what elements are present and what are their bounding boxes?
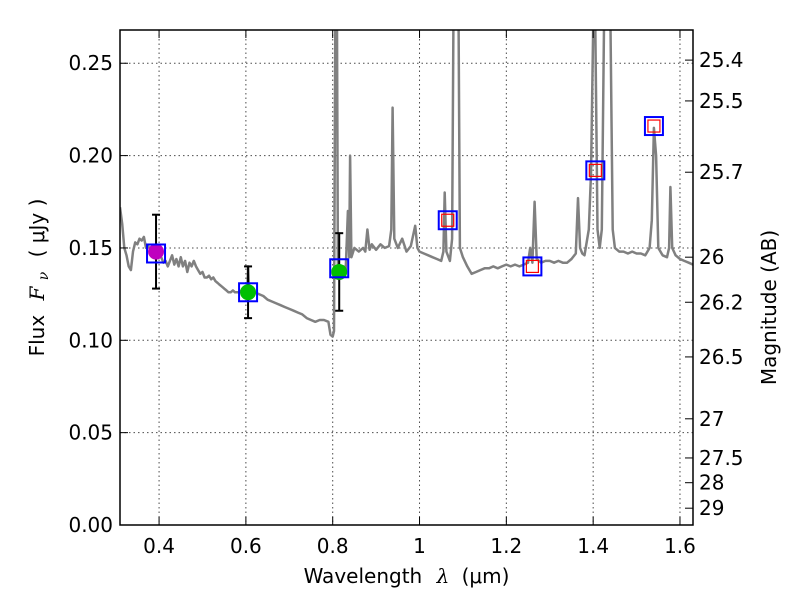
grid [120,30,693,526]
observed_green-point [240,284,257,301]
x-axis-label: Wavelength λ (μm) [304,564,510,588]
plot-frame [119,29,694,526]
y-tick-label: 0.10 [68,328,113,352]
y2-axis-label: Magnitude (AB) [757,230,781,385]
x-tick-label: 0.4 [143,534,175,558]
x-tick-label: 1.2 [490,534,522,558]
y-axis-label-text: Flux [25,315,49,357]
observed_green-point [331,263,348,280]
y2-tick-label: 25.7 [699,160,744,184]
model_photometry-marker [146,243,167,264]
y2-tick-label: 25.5 [699,89,744,113]
y2-tick-label: 29 [699,496,724,520]
model_photometry-marker [643,116,664,137]
y-tick-label: 0.00 [68,513,113,537]
plot-area [120,30,693,338]
x-axis-symbol: λ [436,564,450,588]
y-axis-label: Flux F ν ( μJy ) [25,199,53,357]
observed_magenta-point [148,243,165,260]
x-tick-label: 1.6 [664,534,696,558]
y2-tick-label: 26.5 [699,345,744,369]
y2-tick-label: 27 [699,407,724,431]
y-tick-label: 0.25 [68,51,113,75]
x-tick-label: 0.6 [230,534,262,558]
spectrum-line [120,30,693,338]
x-tick-label: 1 [413,534,426,558]
x-tick-label: 1.4 [577,534,609,558]
ticks: 0.4 0.6 0.8 1 1.2 1.4 1.6 0.00 0.05 0.10 0.15 0.20 0… [68,30,744,558]
y2-tick-label: 26.2 [699,290,744,314]
y2-tick-label: 26 [699,245,724,269]
y-tick-label: 0.20 [68,144,113,168]
model_photometry-marker [437,210,458,231]
y-axis-symbol-sub: ν [36,271,52,280]
y2-tick-label: 25.4 [699,48,744,72]
upper_limits-marker [588,163,602,177]
y-axis-symbol: F [25,285,49,301]
model_photometry-marker [329,258,350,279]
model_photometry-marker [585,160,606,181]
y2-tick-label: 27.5 [699,446,744,470]
upper_limits-marker [441,213,455,227]
y-tick-label: 0.15 [68,236,113,260]
x-axis-label-text: Wavelength [304,564,423,588]
y-axis-unit: ( μJy ) [25,199,49,258]
model_photometry-marker [238,282,259,303]
model_photometry-marker [522,256,543,277]
x-tick-label: 0.8 [317,534,349,558]
y-tick-label: 0.05 [68,421,113,445]
upper_limits-marker [647,119,661,133]
upper_limits-marker [525,259,539,274]
markers [146,116,664,320]
y2-tick-label: 28 [699,471,724,495]
x-axis-unit: (μm) [462,564,510,588]
